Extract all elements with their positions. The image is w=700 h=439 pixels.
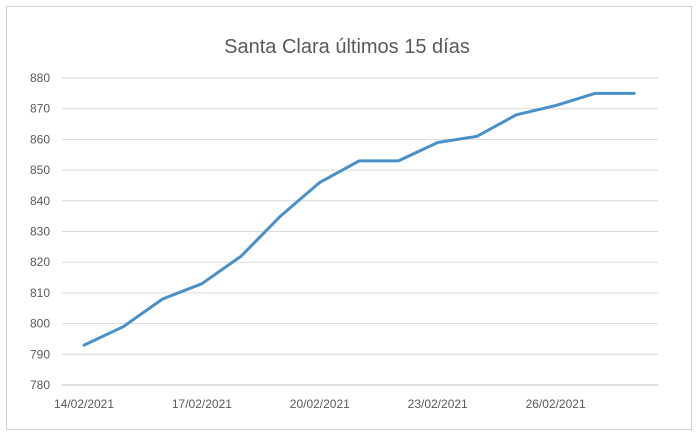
y-axis-tick-labels: 780 790 800 810 820 830 840 850 860 870 880 [30, 71, 50, 392]
data-point [278, 214, 283, 219]
y-tick-label: 830 [30, 225, 50, 239]
x-tick-label: 20/02/2021 [290, 397, 350, 411]
data-point [396, 158, 401, 163]
data-point [121, 324, 126, 329]
y-tick-label: 880 [30, 71, 50, 85]
data-point [199, 281, 204, 286]
data-point [317, 180, 322, 185]
y-tick-label: 840 [30, 194, 50, 208]
data-point [475, 134, 480, 139]
y-tick-label: 820 [30, 255, 50, 269]
chart-frame [6, 6, 692, 430]
y-tick-label: 860 [30, 132, 50, 146]
chart-title: Santa Clara últimos 15 días [224, 36, 470, 58]
data-point [514, 112, 519, 117]
x-tick-label: 17/02/2021 [172, 397, 232, 411]
series-group [82, 91, 637, 348]
x-tick-label: 14/02/2021 [54, 397, 114, 411]
series-line-0 [82, 91, 636, 347]
data-point [239, 254, 244, 259]
y-tick-label: 870 [30, 102, 50, 116]
gridlines [62, 77, 658, 386]
data-point [82, 343, 87, 348]
y-tick-label: 850 [30, 163, 50, 177]
y-tick-label: 790 [30, 347, 50, 361]
y-tick-label: 810 [30, 286, 50, 300]
data-point [160, 297, 165, 302]
data-point [592, 91, 597, 96]
x-axis-tick-labels: 14/02/2021 17/02/2021 20/02/2021 23/02/2021… [54, 397, 586, 411]
data-point [435, 140, 440, 145]
data-point [632, 91, 637, 96]
x-tick-label: 23/02/2021 [408, 397, 468, 411]
data-point [357, 158, 362, 163]
y-tick-label: 780 [30, 378, 50, 392]
x-tick-label: 26/02/2021 [526, 397, 586, 411]
data-point [553, 103, 558, 108]
y-tick-label: 800 [30, 317, 50, 331]
